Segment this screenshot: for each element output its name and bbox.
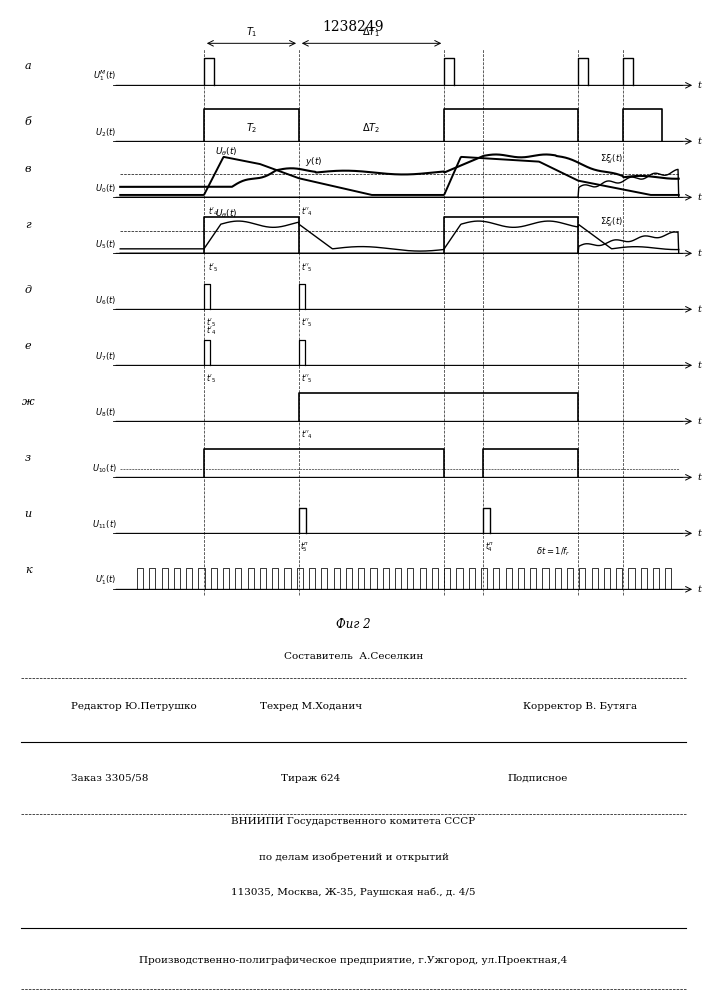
Text: t: t: [698, 361, 701, 370]
Text: а: а: [25, 61, 32, 71]
Text: Тираж 624: Тираж 624: [281, 774, 341, 783]
Text: $y(t)$: $y(t)$: [305, 155, 322, 168]
Text: $U_5(t)$: $U_5(t)$: [95, 238, 117, 251]
Text: t: t: [698, 81, 701, 90]
Text: $t''_5$: $t''_5$: [301, 316, 313, 329]
Text: $t_4^п$: $t_4^п$: [485, 540, 493, 554]
Text: по делам изобретений и открытий: по делам изобретений и открытий: [259, 852, 448, 862]
Text: $t''_5$: $t''_5$: [301, 262, 313, 274]
Text: 1238249: 1238249: [323, 20, 384, 34]
Text: и: и: [25, 509, 32, 519]
Text: ж: ж: [22, 397, 35, 407]
Text: г: г: [25, 220, 31, 230]
Text: к: к: [25, 565, 32, 575]
Text: t: t: [698, 137, 701, 146]
Text: е: е: [25, 341, 32, 351]
Text: $\Sigma\xi_j(t)$: $\Sigma\xi_j(t)$: [600, 153, 623, 166]
Text: Составитель  А.Сеселкин: Составитель А.Сеселкин: [284, 652, 423, 661]
Text: $\Sigma\xi_j(t)$: $\Sigma\xi_j(t)$: [600, 216, 623, 229]
Text: $U_6(t)$: $U_6(t)$: [95, 294, 117, 307]
Text: $T_1$: $T_1$: [245, 25, 257, 39]
Text: Производственно-полиграфическое предприятие, г.Ужгород, ул.Проектная,4: Производственно-полиграфическое предприя…: [139, 956, 568, 965]
Text: $U_{11}(t)$: $U_{11}(t)$: [92, 518, 117, 531]
Text: t: t: [698, 249, 701, 258]
Text: $U_\theta(t)$: $U_\theta(t)$: [215, 207, 238, 220]
Text: $t_5^п$: $t_5^п$: [300, 540, 310, 554]
Text: $U_1^M(t)$: $U_1^M(t)$: [93, 68, 117, 83]
Text: Фиг 2: Фиг 2: [337, 618, 370, 631]
Text: $\delta t = 1/f_r$: $\delta t = 1/f_r$: [536, 546, 571, 558]
Text: t: t: [698, 193, 701, 202]
Text: $U_0(t)$: $U_0(t)$: [95, 182, 117, 195]
Text: $t'_5$: $t'_5$: [206, 372, 216, 385]
Text: $U_8(t)$: $U_8(t)$: [95, 406, 117, 419]
Text: $U_1'(t)$: $U_1'(t)$: [95, 573, 117, 587]
Text: Техред М.Ходанич: Техред М.Ходанич: [260, 702, 362, 711]
Text: $\Delta T_1$: $\Delta T_1$: [363, 25, 380, 39]
Text: $U_{10}(t)$: $U_{10}(t)$: [92, 462, 117, 475]
Text: $t''_4$: $t''_4$: [301, 206, 313, 218]
Text: t: t: [698, 529, 701, 538]
Text: t: t: [698, 473, 701, 482]
Text: $U_\theta(t)$: $U_\theta(t)$: [215, 146, 238, 158]
Text: Корректор В. Бутяга: Корректор В. Бутяга: [522, 702, 637, 711]
Text: $t''_5$: $t''_5$: [301, 372, 313, 385]
Text: $t'_4$: $t'_4$: [206, 325, 216, 337]
Text: t: t: [698, 585, 701, 594]
Text: $t'_4$: $t'_4$: [208, 206, 218, 218]
Text: $U_7(t)$: $U_7(t)$: [95, 350, 117, 363]
Text: Заказ 3305/58: Заказ 3305/58: [71, 774, 148, 783]
Text: з: з: [25, 453, 31, 463]
Text: t: t: [698, 305, 701, 314]
Text: t: t: [698, 417, 701, 426]
Text: $U_2(t)$: $U_2(t)$: [95, 126, 117, 139]
Text: б: б: [25, 117, 32, 127]
Text: в: в: [25, 164, 32, 174]
Text: д: д: [25, 285, 32, 295]
Text: $t'_5$: $t'_5$: [206, 316, 216, 329]
Text: Редактор Ю.Петрушко: Редактор Ю.Петрушко: [71, 702, 197, 711]
Text: $\Delta T_2$: $\Delta T_2$: [363, 121, 380, 135]
Text: Подписное: Подписное: [507, 774, 568, 783]
Text: $t''_4$: $t''_4$: [301, 428, 313, 441]
Text: $t'_5$: $t'_5$: [208, 262, 218, 274]
Text: $T_2$: $T_2$: [246, 121, 257, 135]
Text: ВНИИПИ Государственного комитета СССР: ВНИИПИ Государственного комитета СССР: [231, 816, 476, 826]
Text: 113035, Москва, Ж-35, Раушская наб., д. 4/5: 113035, Москва, Ж-35, Раушская наб., д. …: [231, 888, 476, 897]
